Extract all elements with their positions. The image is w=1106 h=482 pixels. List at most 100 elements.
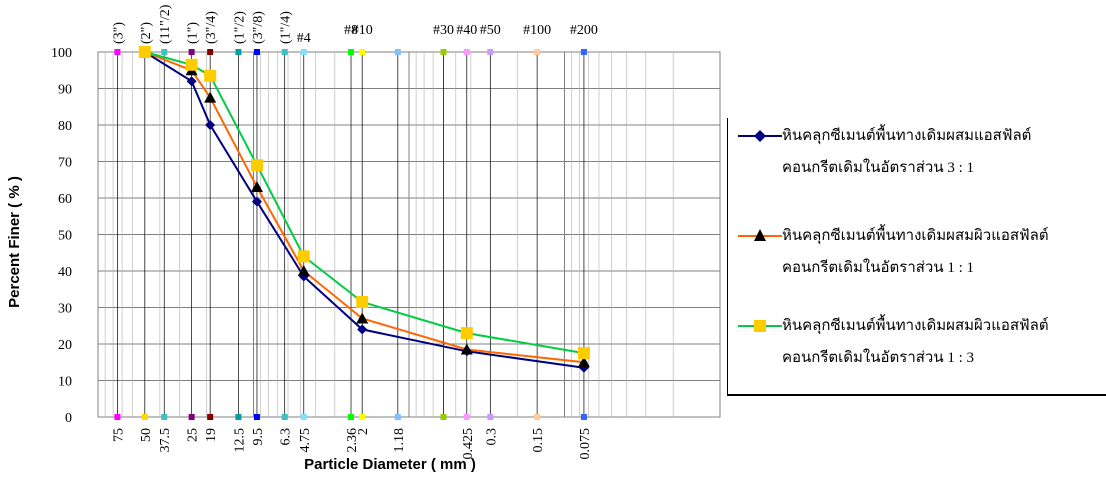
y-tick-label: 80 xyxy=(58,119,72,134)
x-axis-label: Particle Diameter ( mm ) xyxy=(275,452,505,478)
y-tick-label: 10 xyxy=(58,375,72,390)
sieve-name-label: (3") xyxy=(111,22,126,44)
x-tick-label: 75 xyxy=(111,428,126,442)
data-point-triangle xyxy=(204,91,217,103)
sieve-name-label: #10 xyxy=(352,23,373,38)
y-tick-label: 90 xyxy=(58,83,72,98)
y-axis-label: Percent Finer ( % ) xyxy=(6,176,23,308)
data-point-square xyxy=(204,69,217,82)
sieve-top-marker xyxy=(440,49,447,55)
sieve-name-label: (1"/2) xyxy=(232,11,247,44)
data-point-square xyxy=(185,58,198,71)
legend-label: หินคลุกซีเมนต์พื้นทางเดิมผสมผิวแอสฟัลต์ xyxy=(782,318,1049,334)
sieve-top-marker xyxy=(348,49,355,55)
sieve-top-marker xyxy=(114,49,121,55)
x-tick-label: 2 xyxy=(356,428,371,435)
sieve-bottom-marker xyxy=(394,414,401,420)
sieve-top-marker xyxy=(235,49,242,55)
data-point-triangle xyxy=(577,356,590,368)
sieve-bottom-marker xyxy=(161,414,168,420)
sieve-top-marker xyxy=(161,49,168,55)
legend-marker-diamond-icon xyxy=(738,130,782,142)
y-tick-label: 20 xyxy=(58,338,72,353)
legend-label: คอนกรีตเดิมในอัตราส่วน 1 : 3 xyxy=(782,350,974,366)
x-tick-label: 0.15 xyxy=(531,428,546,453)
sieve-bottom-marker xyxy=(188,414,195,420)
legend-marker-square-icon xyxy=(738,320,782,332)
legend-label: หินคลุกซีเมนต์พื้นทางเดิมผสมผิวแอสฟัลต์ xyxy=(782,228,1049,244)
sieve-bottom-marker xyxy=(359,414,366,420)
y-tick-label: 50 xyxy=(58,229,72,244)
sieve-name-label: (2") xyxy=(139,22,154,44)
sieve-top-marker xyxy=(188,49,195,55)
sieve-name-label: (1") xyxy=(186,22,201,44)
sieve-bottom-marker xyxy=(114,414,121,420)
sieve-name-label: #8 xyxy=(344,23,358,38)
x-tick-label: 0.3 xyxy=(484,428,499,446)
x-tick-label: 0.425 xyxy=(461,428,476,460)
data-point-triangle xyxy=(460,343,473,355)
sieve-bottom-marker xyxy=(207,414,214,420)
x-tick-label: 19 xyxy=(204,428,219,442)
legend-marker-triangle-icon xyxy=(738,229,782,241)
y-tick-label: 60 xyxy=(58,192,72,207)
sieve-top-marker xyxy=(207,49,214,55)
data-point-triangle xyxy=(356,312,369,324)
x-tick-label: 6.3 xyxy=(279,428,294,446)
sieve-name-label: (3"/4) xyxy=(204,11,219,44)
x-tick-label: 9.5 xyxy=(251,428,266,446)
x-tick-label: 4.75 xyxy=(298,428,313,453)
sieve-name-label: #40 xyxy=(456,23,477,38)
sieve-bottom-marker xyxy=(235,414,242,420)
sieve-name-label: (3"/8) xyxy=(251,11,266,44)
sieve-top-marker xyxy=(463,49,470,55)
sieve-top-marker xyxy=(253,49,260,55)
x-tick-label: 12.5 xyxy=(232,428,247,453)
sieve-bottom-marker xyxy=(300,414,307,420)
x-tick-label: 2.36 xyxy=(345,428,360,453)
sieve-name-label: #200 xyxy=(570,23,598,38)
x-tick-label: 50 xyxy=(139,428,154,442)
data-point-square xyxy=(138,46,151,58)
data-point-diamond xyxy=(357,324,368,335)
sieve-name-label: #50 xyxy=(480,23,501,38)
x-tick-label: 25 xyxy=(186,428,201,442)
legend-label: หินคลุกซีเมนต์พื้นทางเดิมผสมแอสฟัลต์ xyxy=(782,128,1032,144)
sieve-bottom-marker xyxy=(141,414,148,420)
sieve-bottom-marker xyxy=(348,414,355,420)
data-point-diamond xyxy=(205,120,216,130)
sieve-name-label: (11"/2) xyxy=(158,4,173,44)
x-tick-label: 37.5 xyxy=(158,428,173,453)
sieve-top-marker xyxy=(487,49,494,55)
sieve-name-label: (1"/4) xyxy=(279,11,294,44)
x-tick-label: 1.18 xyxy=(392,428,407,453)
sieve-top-marker xyxy=(534,49,541,55)
data-point-square xyxy=(297,250,310,263)
data-point-triangle xyxy=(250,181,263,193)
data-point-diamond xyxy=(186,76,197,87)
series-line-1 xyxy=(144,51,585,369)
y-tick-label: 100 xyxy=(51,46,72,61)
y-tick-label: 70 xyxy=(58,156,72,171)
sieve-name-label: #4 xyxy=(297,31,311,46)
y-tick-label: 0 xyxy=(65,411,72,426)
legend-label: คอนกรีตเดิมในอัตราส่วน 3 : 1 xyxy=(782,160,974,176)
sieve-name-label: #100 xyxy=(523,23,551,38)
x-tick-label: 0.075 xyxy=(578,428,593,460)
sieve-name-label: #30 xyxy=(433,23,454,38)
sieve-bottom-marker xyxy=(534,414,541,420)
y-tick-label: 30 xyxy=(58,302,72,317)
data-point-square xyxy=(250,159,263,172)
data-point-triangle xyxy=(297,265,310,276)
sieve-bottom-marker xyxy=(440,414,447,420)
y-tick-label: 40 xyxy=(58,265,72,280)
sieve-top-marker xyxy=(300,49,307,55)
data-point-square xyxy=(577,347,590,360)
sieve-top-marker xyxy=(394,49,401,55)
sieve-bottom-marker xyxy=(580,414,587,420)
legend-label: คอนกรีตเดิมในอัตราส่วน 1 : 1 xyxy=(782,260,974,276)
legend: หินคลุกซีเมนต์พื้นทางเดิมผสมแอสฟัลต์ คอน… xyxy=(727,118,1106,396)
sieve-bottom-marker xyxy=(463,414,470,420)
sieve-bottom-marker xyxy=(253,414,260,420)
